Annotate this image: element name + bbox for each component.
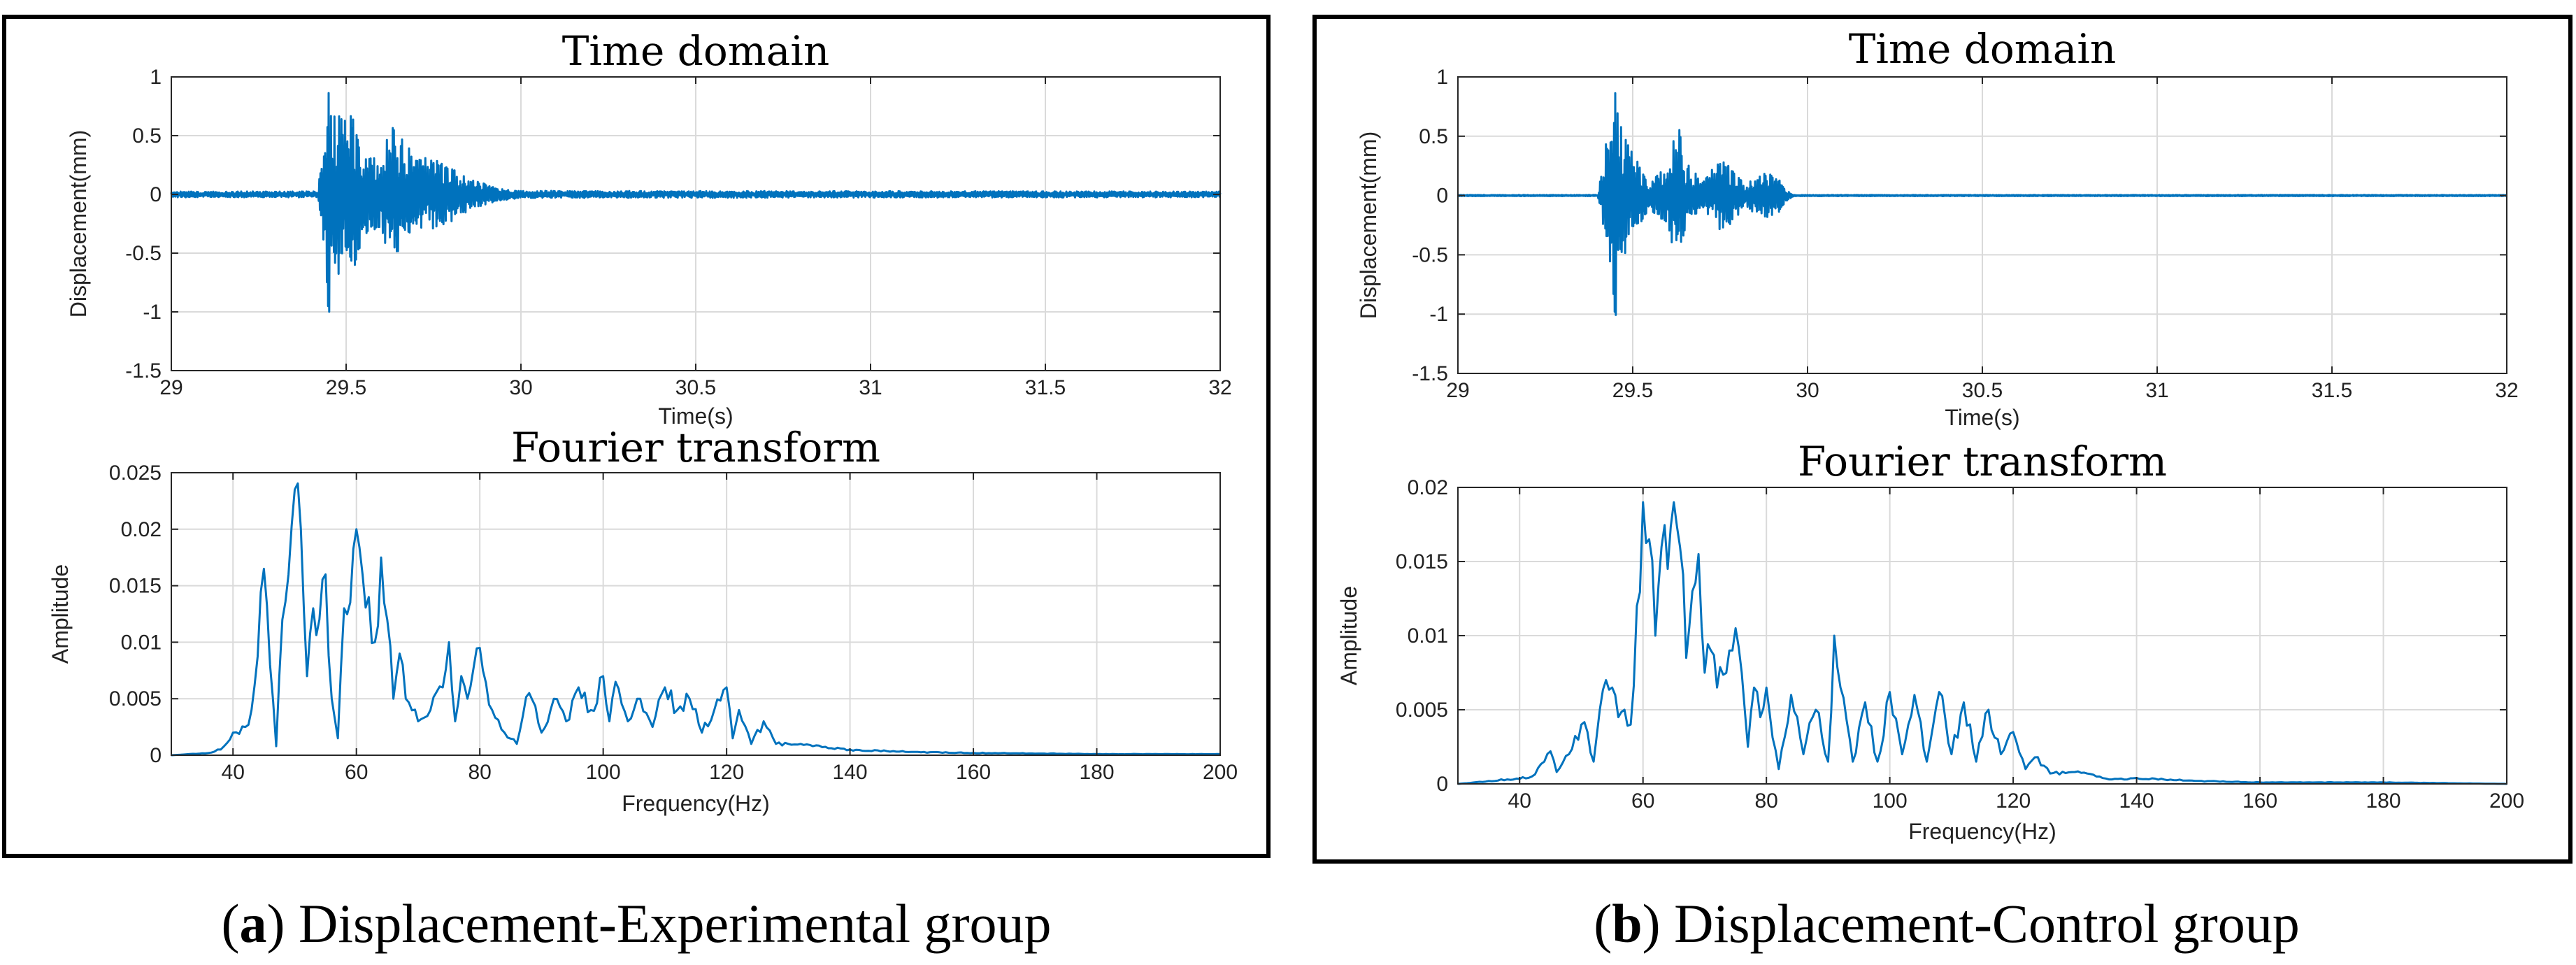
- x-tick-label: 40: [1508, 789, 1531, 813]
- plot-title: Time domain: [562, 27, 830, 75]
- x-tick-label: 60: [345, 761, 368, 784]
- caption-b-paren-open: (: [1594, 893, 1612, 954]
- x-tick-label: 29.5: [326, 376, 366, 399]
- y-tick-label: 0.02: [121, 518, 162, 541]
- x-tick-label: 40: [222, 761, 245, 784]
- y-axis-label: Displacement(mm): [66, 130, 91, 317]
- x-tick-label: 100: [586, 761, 621, 784]
- y-tick-label: 0.005: [109, 687, 162, 710]
- y-tick-label: -0.5: [125, 242, 162, 265]
- caption-b: (b) Displacement-Control group: [1594, 893, 2300, 954]
- caption-a: (a) Displacement-Experimental group: [222, 893, 1052, 954]
- y-tick-label: 0.5: [1419, 125, 1448, 148]
- plot-title: Fourier transform: [1798, 438, 2167, 485]
- axes-box: [171, 472, 1221, 756]
- y-axis-label: Displacement(mm): [1356, 131, 1381, 319]
- y-tick-label: -1.5: [1412, 362, 1448, 385]
- x-tick-label: 80: [1754, 789, 1777, 813]
- data-series-line: [1457, 92, 2508, 316]
- x-axis-label: Frequency(Hz): [622, 791, 770, 816]
- x-tick-label: 80: [468, 761, 491, 784]
- x-axis-label: Time(s): [658, 403, 733, 429]
- data-series-line: [170, 92, 1222, 313]
- x-axis-label: Frequency(Hz): [1908, 819, 2056, 844]
- x-tick-label: 30.5: [1962, 379, 2003, 402]
- y-tick-label: 0.025: [109, 462, 162, 485]
- x-tick-label: 160: [2242, 789, 2277, 813]
- y-tick-label: 0.005: [1396, 699, 1448, 722]
- caption-b-letter: b: [1612, 893, 1642, 954]
- x-tick-label: 31: [859, 376, 882, 399]
- y-tick-label: 0.01: [121, 631, 162, 654]
- x-tick-label: 30: [509, 376, 532, 399]
- data-series-line: [171, 482, 1221, 757]
- x-tick-label: 29.5: [1612, 379, 1653, 402]
- y-axis-label: Amplitude: [1336, 586, 1361, 685]
- y-tick-label: 0.015: [109, 575, 162, 598]
- y-axis-label: Amplitude: [48, 564, 73, 664]
- y-tick-label: 0: [1436, 773, 1448, 796]
- plot-title: Fourier transform: [511, 424, 880, 471]
- x-tick-label: 140: [2119, 789, 2154, 813]
- data-series-line: [1457, 501, 2507, 785]
- y-tick-label: -1: [1429, 303, 1448, 326]
- y-tick-label: -1: [143, 301, 162, 324]
- y-tick-label: 0: [150, 183, 162, 206]
- panel-a-frame: [2, 15, 1271, 858]
- x-tick-label: 31.5: [2312, 379, 2352, 402]
- caption-a-letter: a: [240, 893, 267, 954]
- x-tick-label: 200: [2489, 789, 2524, 813]
- y-tick-label: 0: [150, 744, 162, 767]
- x-tick-label: 31: [2145, 379, 2168, 402]
- caption-a-paren-open: (: [222, 893, 240, 954]
- x-tick-label: 100: [1873, 789, 1908, 813]
- x-tick-label: 180: [2366, 789, 2400, 813]
- x-tick-label: 180: [1079, 761, 1114, 784]
- x-tick-label: 32: [2495, 379, 2518, 402]
- y-tick-label: 1: [150, 66, 162, 89]
- caption-b-paren-close: ): [1643, 893, 1661, 954]
- y-tick-label: -1.5: [125, 359, 162, 383]
- x-tick-label: 29: [1446, 379, 1469, 402]
- panel-b-frame: [1312, 15, 2573, 864]
- x-axis-label: Time(s): [1945, 405, 2019, 430]
- y-tick-label: 0.015: [1396, 550, 1448, 573]
- x-tick-label: 140: [833, 761, 868, 784]
- x-tick-label: 120: [1996, 789, 2031, 813]
- y-tick-label: 1: [1436, 66, 1448, 89]
- plot-a-time: Time domain Time(s) Displacement(mm) 29 2…: [66, 27, 1232, 429]
- x-tick-label: 200: [1203, 761, 1238, 784]
- plot-title: Time domain: [1849, 25, 2117, 73]
- y-tick-label: 0.5: [132, 124, 162, 148]
- x-tick-label: 30: [1796, 379, 1819, 402]
- x-tick-label: 120: [709, 761, 744, 784]
- x-tick-label: 60: [1631, 789, 1654, 813]
- caption-a-text: Displacement-Experimental group: [285, 893, 1052, 954]
- caption-a-paren-close: ): [267, 893, 285, 954]
- y-tick-label: 0.02: [1408, 476, 1448, 499]
- x-tick-label: 29: [159, 376, 183, 399]
- x-tick-label: 31.5: [1025, 376, 1066, 399]
- x-tick-label: 32: [1208, 376, 1231, 399]
- y-tick-label: 0.01: [1408, 624, 1448, 648]
- y-tick-label: -0.5: [1412, 243, 1448, 266]
- x-tick-label: 30.5: [675, 376, 716, 399]
- plot-a-fft: Fourier transform Frequency(Hz) Amplitud…: [48, 424, 1238, 816]
- plot-b-fft: Fourier transform Frequency(Hz) Amplitud…: [1336, 438, 2524, 844]
- x-tick-label: 160: [956, 761, 991, 784]
- caption-b-text: Displacement-Control group: [1661, 893, 2300, 954]
- y-tick-label: 0: [1436, 185, 1448, 208]
- plot-b-time: Time domain Time(s) Displacement(mm) 29 2…: [1356, 25, 2519, 430]
